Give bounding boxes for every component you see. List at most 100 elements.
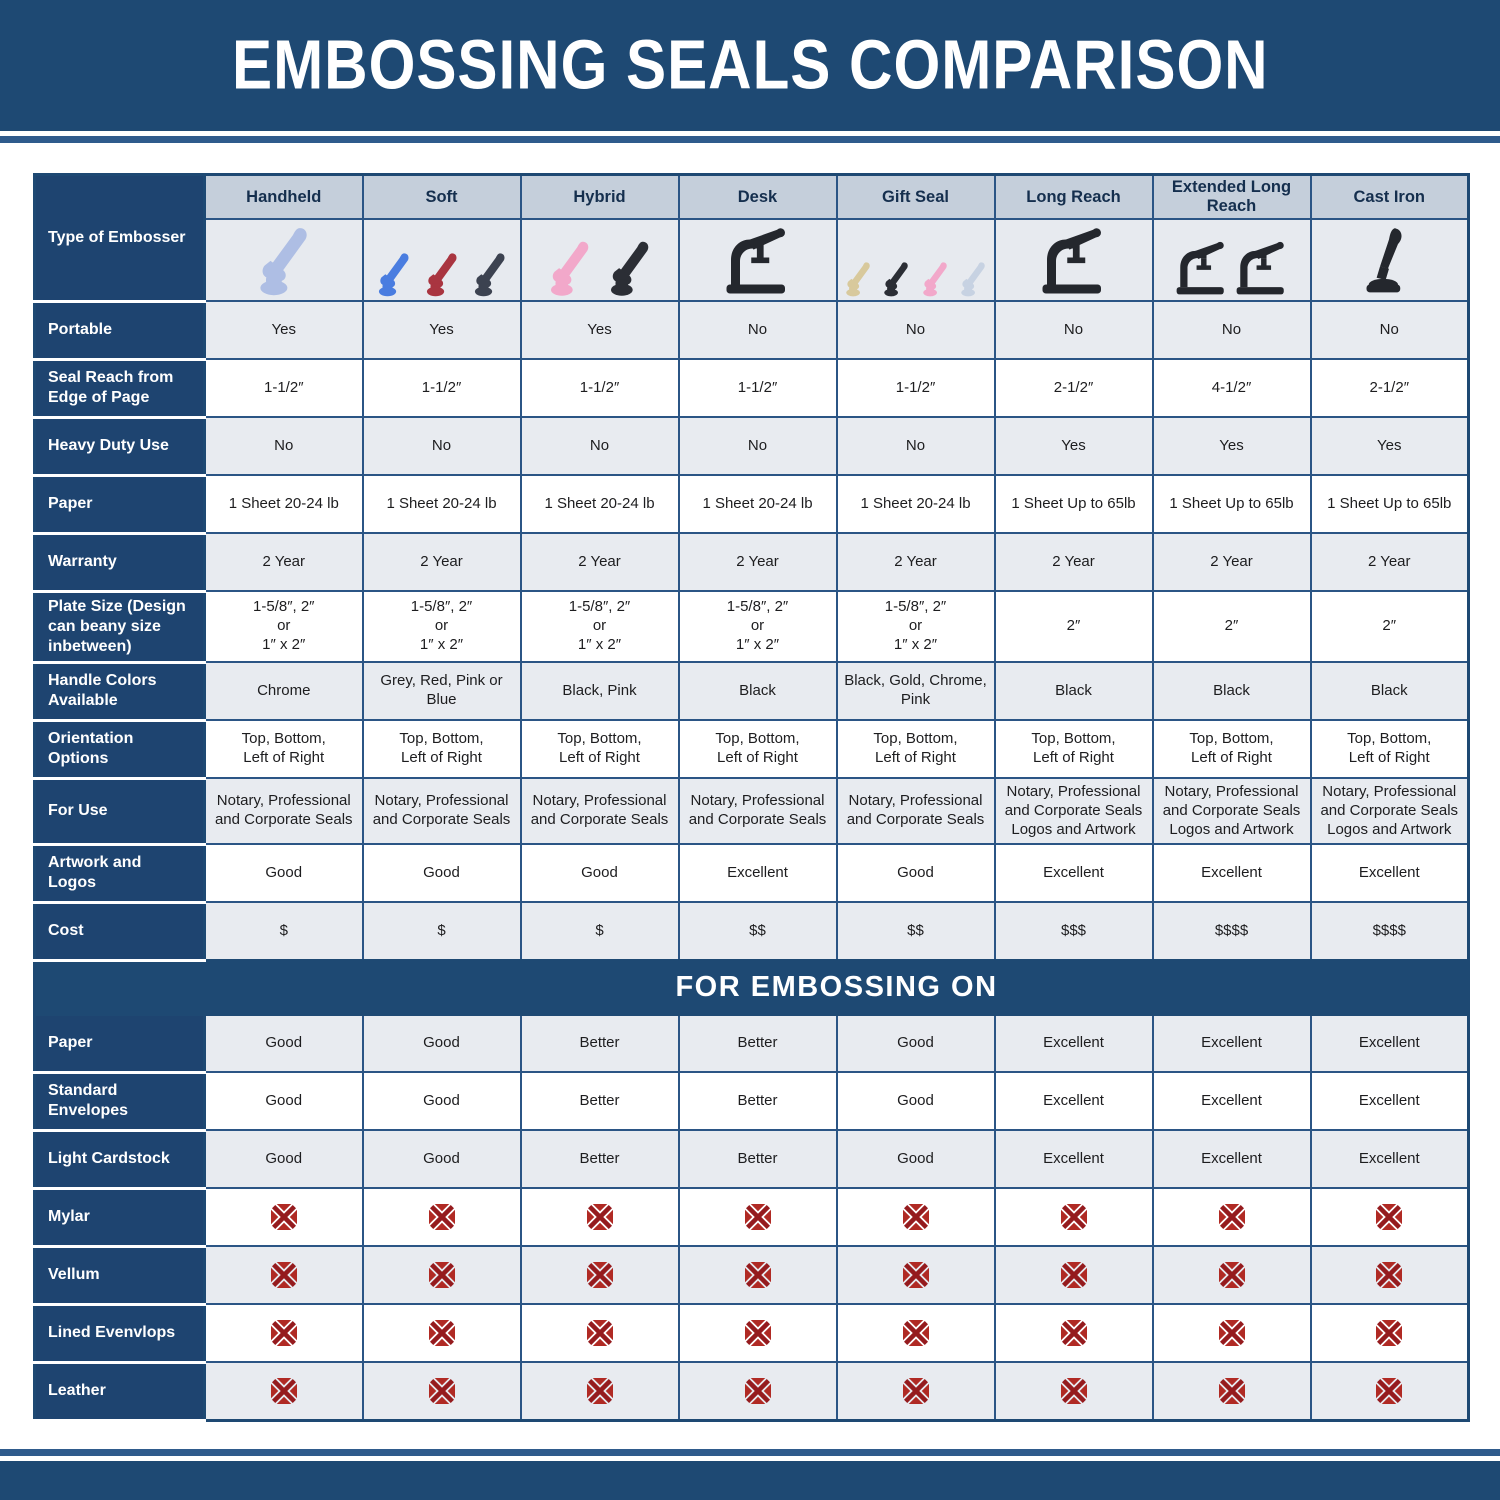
spec-cell: Chrome xyxy=(203,661,364,721)
spec-row-label: Plate Size (Design can beany size inbetw… xyxy=(34,589,206,664)
spec-row-label: Paper xyxy=(34,473,206,535)
column-header-cast-iron: Cast Iron xyxy=(1309,173,1470,220)
spec-cell: No xyxy=(677,300,838,360)
spec-cell: Good xyxy=(519,843,680,904)
embossing-cell: Better xyxy=(677,1129,838,1190)
embossing-row-label: Light Cardstock xyxy=(34,1128,206,1190)
embossing-cell: Good xyxy=(361,1071,522,1132)
comparison-table: Type of Embosser Handheld Soft Hybrid Desk Gi… xyxy=(33,173,1470,1422)
embossing-row: Paper Good Good Better Better Good Excellent Ex… xyxy=(34,1012,1470,1074)
embossing-cell: Excellent xyxy=(1309,1013,1470,1074)
spec-cell: $ xyxy=(203,901,364,962)
spec-cell: Top, Bottom, Left of Right xyxy=(1309,719,1470,779)
spec-cell: Black xyxy=(677,661,838,721)
spec-cell: $$$$ xyxy=(1309,901,1470,962)
spec-cell: 2″ xyxy=(993,590,1154,663)
embossing-cell: Excellent xyxy=(1309,1129,1470,1190)
spec-row: Paper 1 Sheet 20-24 lb 1 Sheet 20-24 lb 1 S… xyxy=(34,473,1470,535)
embossing-row-label: Mylar xyxy=(34,1186,206,1248)
column-header-handheld: Handheld xyxy=(203,173,364,220)
spec-cell: No xyxy=(835,416,996,476)
spec-cell: No xyxy=(1309,300,1470,360)
spec-cell: $$ xyxy=(677,901,838,962)
embossing-cell xyxy=(203,1187,364,1248)
page-title: EMBOSSING SEALS COMPARISON xyxy=(231,26,1269,105)
embossing-cell xyxy=(203,1303,364,1364)
embossing-cell xyxy=(993,1187,1154,1248)
press-embosser-icon xyxy=(1042,228,1101,294)
spec-cell: $$$$ xyxy=(1151,901,1312,962)
clamp-embosser-icon xyxy=(884,262,908,297)
embossing-row: Vellum xyxy=(34,1244,1470,1306)
header-divider-stripe xyxy=(0,136,1500,143)
spec-row-label: Heavy Duty Use xyxy=(34,415,206,477)
spec-cell: Top, Bottom, Left of Right xyxy=(835,719,996,779)
spec-cell: Excellent xyxy=(1309,843,1470,904)
not-supported-icon xyxy=(1218,1320,1245,1347)
embossing-cell xyxy=(519,1361,680,1422)
embossing-row: Standard Envelopes Good Good Better Better Go… xyxy=(34,1070,1470,1132)
spec-row: Orientation Options Top, Bottom, Left of … xyxy=(34,718,1470,780)
clamp-embosser-icon xyxy=(961,262,985,297)
embossing-row: Light Cardstock Good Good Better Better Good E… xyxy=(34,1128,1470,1190)
spec-cell: 2″ xyxy=(1309,590,1470,663)
spec-cell: 2 Year xyxy=(203,532,364,592)
spec-cell: 1 Sheet 20-24 lb xyxy=(519,474,680,534)
spec-cell: Good xyxy=(835,843,996,904)
spec-cell: No xyxy=(519,416,680,476)
spec-cell: 2 Year xyxy=(1309,532,1470,592)
embossing-cell xyxy=(993,1245,1154,1306)
spec-cell: 1-5/8″, 2″ or 1″ x 2″ xyxy=(677,590,838,663)
spec-cell: Black xyxy=(1309,661,1470,721)
not-supported-icon xyxy=(744,1262,771,1289)
not-supported-icon xyxy=(1218,1204,1245,1231)
spec-cell: 1 Sheet 20-24 lb xyxy=(677,474,838,534)
not-supported-icon xyxy=(428,1262,455,1289)
lever-embosser-icon xyxy=(1366,228,1402,293)
not-supported-icon xyxy=(428,1378,455,1404)
embossing-cell: Excellent xyxy=(1151,1013,1312,1074)
embossing-cell xyxy=(1309,1361,1470,1422)
spec-row: Plate Size (Design can beany size inbetw… xyxy=(34,589,1470,664)
embossing-cell xyxy=(835,1303,996,1364)
embossing-cell xyxy=(361,1303,522,1364)
spec-cell: 1-1/2″ xyxy=(677,358,838,418)
column-header-hybrid: Hybrid xyxy=(519,173,680,220)
not-supported-icon xyxy=(1376,1320,1403,1347)
embossing-cell: Good xyxy=(835,1129,996,1190)
spec-cell: 1-5/8″, 2″ or 1″ x 2″ xyxy=(203,590,364,663)
embossing-cell: Excellent xyxy=(993,1129,1154,1190)
not-supported-icon xyxy=(270,1262,297,1289)
embossing-cell: Excellent xyxy=(993,1013,1154,1074)
spec-cell: Notary, Professional and Corporate Seals xyxy=(519,776,680,846)
embossing-row-label: Leather xyxy=(34,1360,206,1422)
spec-row-label: Seal Reach from Edge of Page xyxy=(34,357,206,419)
embossing-cell xyxy=(361,1245,522,1306)
spec-cell: No xyxy=(993,300,1154,360)
embossing-cell: Good xyxy=(361,1129,522,1190)
not-supported-icon xyxy=(270,1378,297,1404)
desk-embosser-photo xyxy=(677,218,838,302)
spec-cell: Good xyxy=(361,843,522,904)
embossing-cell xyxy=(677,1245,838,1306)
embossing-cell xyxy=(203,1245,364,1306)
embossing-cell xyxy=(519,1303,680,1364)
embossing-cell xyxy=(1151,1187,1312,1248)
spec-cell: $ xyxy=(519,901,680,962)
not-supported-icon xyxy=(744,1378,771,1404)
embossing-cell xyxy=(361,1187,522,1248)
spec-cell: 1-5/8″, 2″ or 1″ x 2″ xyxy=(835,590,996,663)
clamp-embosser-icon xyxy=(550,241,588,296)
embossing-cell: Excellent xyxy=(1309,1071,1470,1132)
embossing-cell xyxy=(519,1245,680,1306)
clamp-embosser-icon xyxy=(378,253,409,297)
spec-cell: Yes xyxy=(1151,416,1312,476)
embossing-row: Lined Evenvlops xyxy=(34,1302,1470,1364)
embossing-cell xyxy=(1151,1361,1312,1422)
spec-row: Cost $ $ $ $$ $$ $$$ $$$$ $$$$ xyxy=(34,900,1470,962)
spec-cell: Notary, Professional and Corporate Seals… xyxy=(1309,776,1470,846)
spec-cell: Notary, Professional and Corporate Seals… xyxy=(1151,776,1312,846)
spec-cell: Yes xyxy=(993,416,1154,476)
embossing-cell: Good xyxy=(835,1071,996,1132)
embossing-row: Mylar xyxy=(34,1186,1470,1248)
